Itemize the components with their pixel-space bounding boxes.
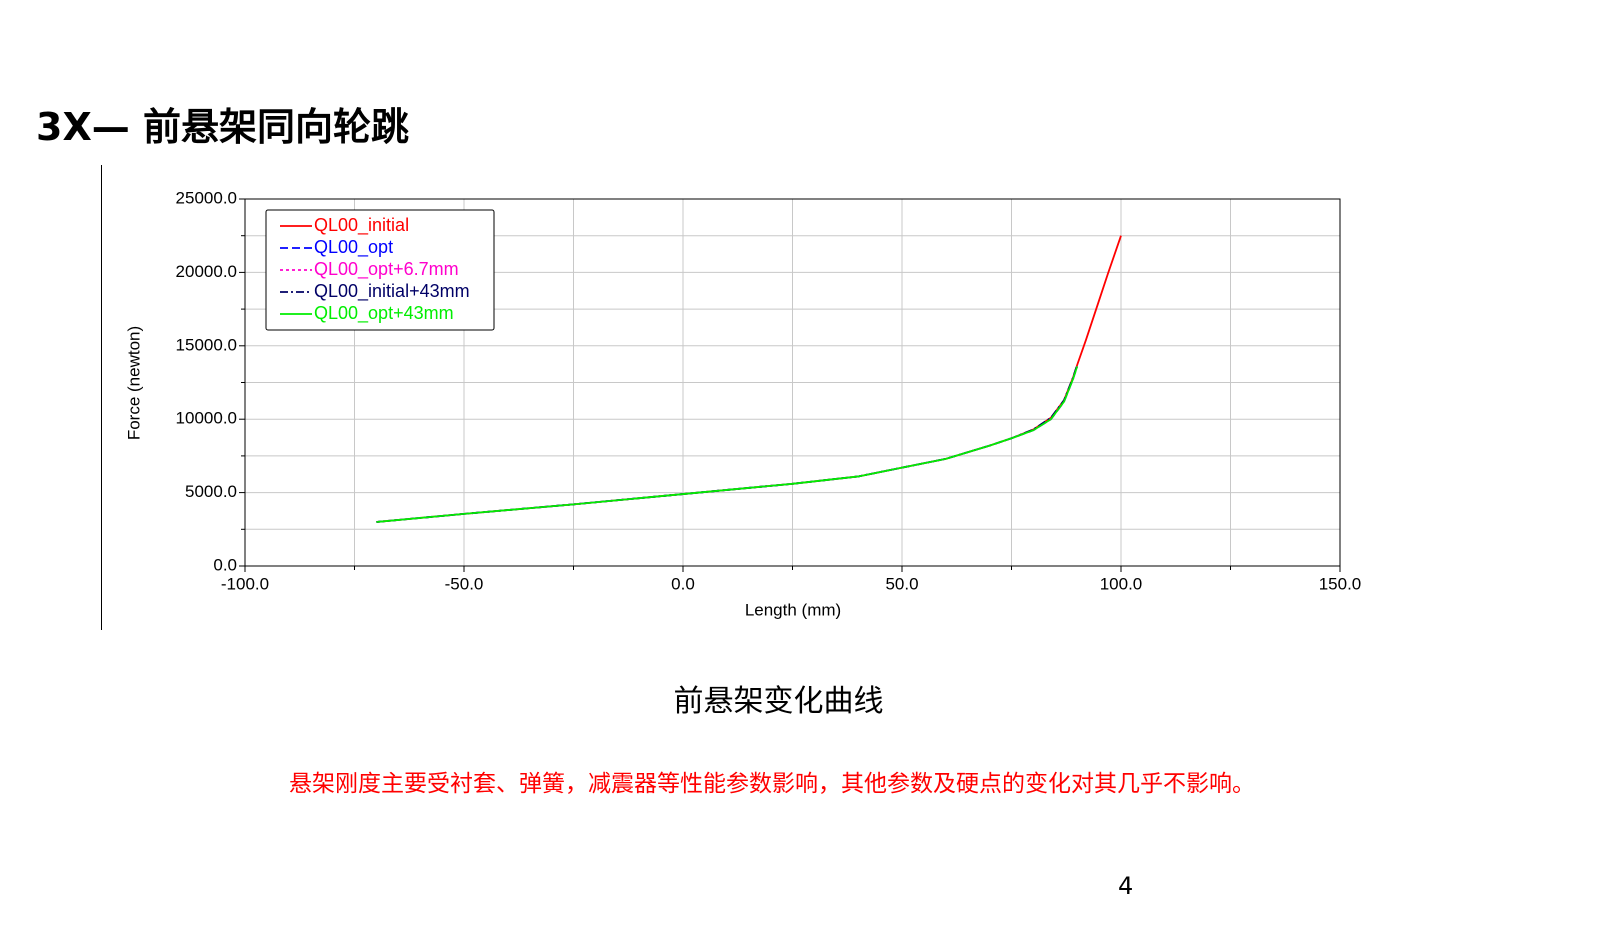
y-tick-label: 15000.0 — [176, 335, 237, 354]
x-tick-label: 0.0 — [671, 574, 695, 593]
legend-label: QL00_opt — [314, 237, 393, 258]
plot-frame — [244, 198, 1341, 567]
y-tick-label: 0.0 — [213, 555, 237, 574]
data-line — [376, 364, 1079, 523]
data-line — [376, 366, 1079, 523]
y-tick-label: 25000.0 — [176, 188, 237, 207]
page-number: 4 — [1118, 872, 1134, 900]
note: 悬架刚度主要受衬套、弹簧，减震器等性能参数影响，其他参数及硬点的变化对其几乎不影… — [289, 771, 1255, 797]
y-axis-label: Force (newton) — [124, 326, 143, 440]
data-line — [376, 366, 1079, 523]
x-axis-label: Length (mm) — [745, 600, 841, 619]
legend-label: QL00_initial — [314, 215, 409, 236]
data-line — [376, 366, 1079, 523]
y-tick-label: 10000.0 — [176, 409, 237, 428]
x-tick-label: 50.0 — [885, 574, 918, 593]
caption: 前悬架变化曲线 — [673, 684, 884, 719]
divider — [101, 165, 102, 630]
legend-label: QL00_opt+6.7mm — [314, 259, 459, 280]
x-tick-label: -50.0 — [445, 574, 484, 593]
y-tick-label: 5000.0 — [185, 482, 237, 501]
x-tick-label: -100.0 — [221, 574, 269, 593]
y-tick-label: 20000.0 — [176, 262, 237, 281]
legend-label: QL00_initial+43mm — [314, 281, 470, 302]
legend-label: QL00_opt+43mm — [314, 303, 454, 324]
x-tick-label: 150.0 — [1319, 574, 1362, 593]
x-tick-label: 100.0 — [1100, 574, 1143, 593]
legend-box — [265, 209, 495, 331]
slide-title: 3X— 前悬架同向轮跳 — [36, 105, 409, 149]
